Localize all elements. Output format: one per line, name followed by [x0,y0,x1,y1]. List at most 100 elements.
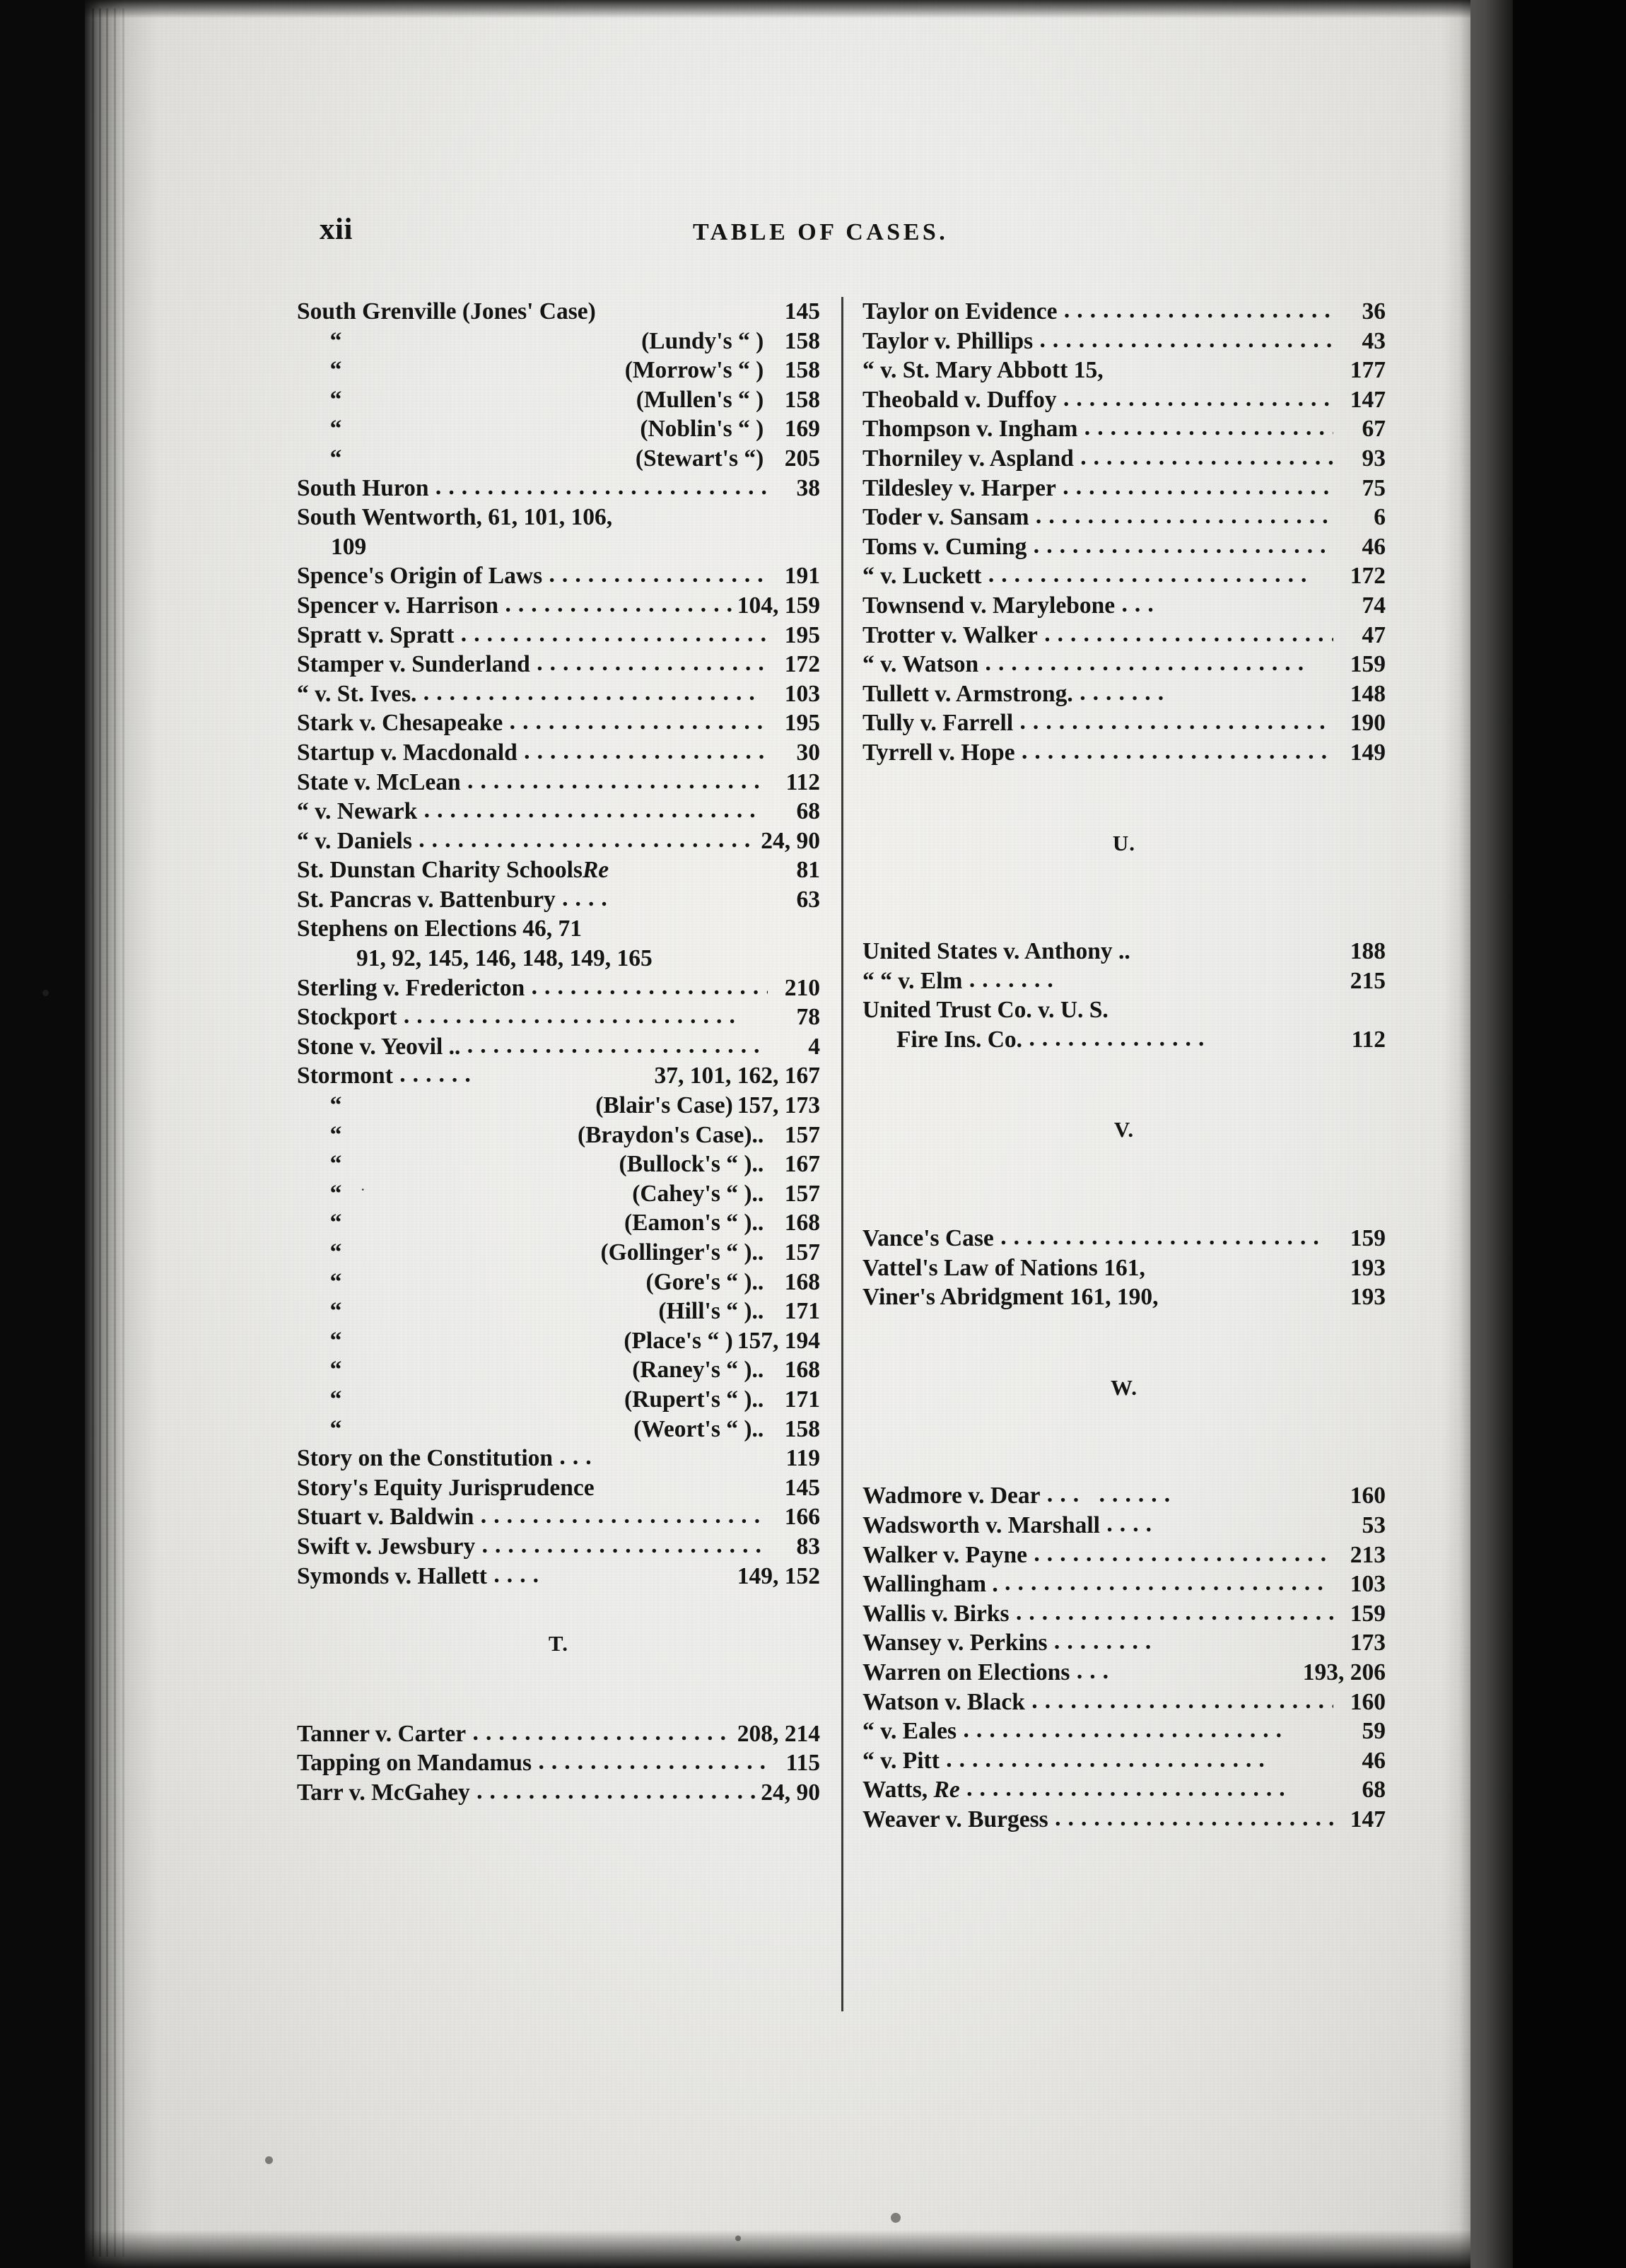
subentry-label: (Lundy's “ ) [641,327,764,354]
entry-page: 46 [1362,533,1386,560]
index-subentry: “ (Place's “ ) 157, 194 [297,1326,820,1356]
entry-label: Toms v. Cuming [862,533,1027,560]
entry-page: 172 [1350,563,1386,590]
index-entry: “ v. St. Ives. .........................… [297,679,820,709]
entry-page: 53 [1362,1512,1386,1539]
entry-label: Tully v. Farrell [862,710,1014,737]
ditto-mark: “ [329,416,342,443]
entry-page: 215 [1350,967,1386,994]
entry-page: 208, 214 [737,1720,820,1747]
leader-dots: .......................... [460,620,768,647]
leader-dots: ....... [1080,679,1171,706]
entry-page: 103 [1350,1571,1386,1598]
index-entry: South Huron ............................… [297,474,820,503]
entry-label: Wadsworth v. Marshall [862,1512,1100,1539]
leader-dots: ......................... [946,1746,1272,1772]
leader-dots: ......................... [963,1717,1289,1743]
spacer [297,1659,820,1719]
subentry-page: 157 [784,1239,820,1265]
leader-dots: ......................... [1063,473,1333,500]
entry-label: Tanner v. Carter [297,1720,467,1747]
index-entry: Wadmore v. Dear ... ...... 160 [862,1481,1386,1511]
index-entry: Swift v. Jewsbury ......................… [297,1532,820,1562]
leader-dots: ......................... [1084,414,1333,441]
leader-dots: ......................... [1063,385,1333,411]
leader-dots: ......................... [1034,1540,1333,1567]
scan-speck [42,990,49,996]
leader-dots: .......................... [419,826,756,853]
entry-label: Sterling v. Fredericton [297,974,525,1001]
entry-label: Spratt v. Spratt [297,621,455,648]
leader-dots: ....... [969,966,1060,993]
index-subentry: “ (Mullen's “ ) 158 [297,385,820,415]
entry-label: Startup v. Macdonald [297,739,517,766]
leader-dots: .............. [1029,1024,1212,1051]
leader-dots: ......................... [1005,1570,1330,1596]
entry-label: “ v. St. Ives. [297,680,417,707]
entry-page: 193 [1350,1254,1386,1281]
entry-label: State v. McLean [297,768,461,795]
entry-label: Toder v. Sansam [862,504,1029,531]
index-subentry: “ (Lundy's “ ) 158 [297,327,820,356]
index-entry: Stone v. Yeovil .. .....................… [297,1032,820,1062]
leader-dots: .......................... [403,1003,742,1029]
entry-label: Wallingham . [862,1571,998,1598]
subentry-page: 158 [784,327,820,354]
entry-label: Warren on Elections [862,1659,1070,1685]
index-entry: Stamper v. Sunderland ..................… [297,650,820,679]
index-subentry: “ (Noblin's “ ) 169 [297,414,820,444]
entry-page: 166 [784,1504,820,1531]
entry-page: 159 [1350,1225,1386,1252]
subentry-label: (Blair's Case) [595,1092,733,1119]
ditto-mark: “ [329,1092,342,1119]
entry-page: 177 [1350,357,1386,384]
ditto-mark: “ [329,357,342,384]
leader-dots: .......................... [505,590,732,617]
index-entry: “ v. Luckett ......................... 1… [862,561,1386,591]
spacer [297,1591,820,1629]
index-entry: Stark v. Chesapeake ....................… [297,708,820,738]
leader-dots: .......................... [537,650,767,677]
index-entry: Symonds v. Hallett .... 149, 152 [297,1562,820,1591]
index-entry: Tarr v. McGahey ........................… [297,1778,820,1808]
entry-page: 47 [1362,621,1386,648]
entry-page: 37, 101, 162, 167 [654,1063,821,1089]
index-entry: Story's Equity Jurisprudence 145 [297,1473,820,1503]
entry-label-italic: Re [933,1777,960,1804]
index-entry: Walker v. Payne ........................… [862,1541,1386,1570]
entry-page: 191 [784,563,820,590]
index-subentry: “· (Cahey's “ ).. 157 [297,1179,820,1209]
leader-dots: ......................... [1019,708,1333,735]
index-entry: South Grenville (Jones' Case) 145 [297,297,820,327]
ditto-mark: “ [329,1268,342,1295]
leader-dots: ......................... [1035,503,1333,530]
index-entry: Watts, Re ......................... 68 [862,1775,1386,1805]
entry-label: Story on the Constitution [297,1445,554,1472]
entry-group-stormont: “ (Blair's Case) 157, 173 “ (Braydon's C… [297,1091,820,1444]
index-entry: “ “ v. Elm ....... 215 [862,966,1386,996]
entry-label: Townsend v. Marylebone [862,592,1116,619]
entry-label: Tullett v. Armstrong. [862,680,1073,707]
index-entry: “ v. St. Mary Abbott 15, 177 [862,356,1386,385]
leader-dots: ......................... [1055,1804,1333,1831]
subentry-page: 205 [784,445,820,472]
entry-page: 148 [1350,680,1386,707]
entry-page: 112 [1351,1026,1386,1053]
entry-label: Theobald v. Duffoy [862,386,1057,413]
entry-continuation: 109 [331,533,367,560]
entry-label: Wallis v. Birks [862,1600,1010,1627]
entry-page: 160 [1350,1483,1386,1509]
ditto-mark: “ [329,1386,342,1413]
paper-surface [85,0,1470,2268]
entry-page: 46 [1362,1747,1386,1774]
index-entry: Story on the Constitution ... 119 [297,1444,820,1473]
subentry-label: (Rupert's “ ).. [624,1386,764,1413]
subentry-label: (Hill's “ ).. [658,1298,764,1325]
leader-dots: .... [562,884,614,911]
leader-dots: ......................... [988,561,1314,588]
entry-label: St. Pancras v. Battenbury [297,886,556,913]
entry-label: Spencer v. Harrison [297,592,499,619]
index-entry: “ v. Pitt ......................... 46 [862,1746,1386,1776]
entry-label: “ v. Luckett [862,563,982,590]
ditto-mark: “ [329,1121,342,1148]
